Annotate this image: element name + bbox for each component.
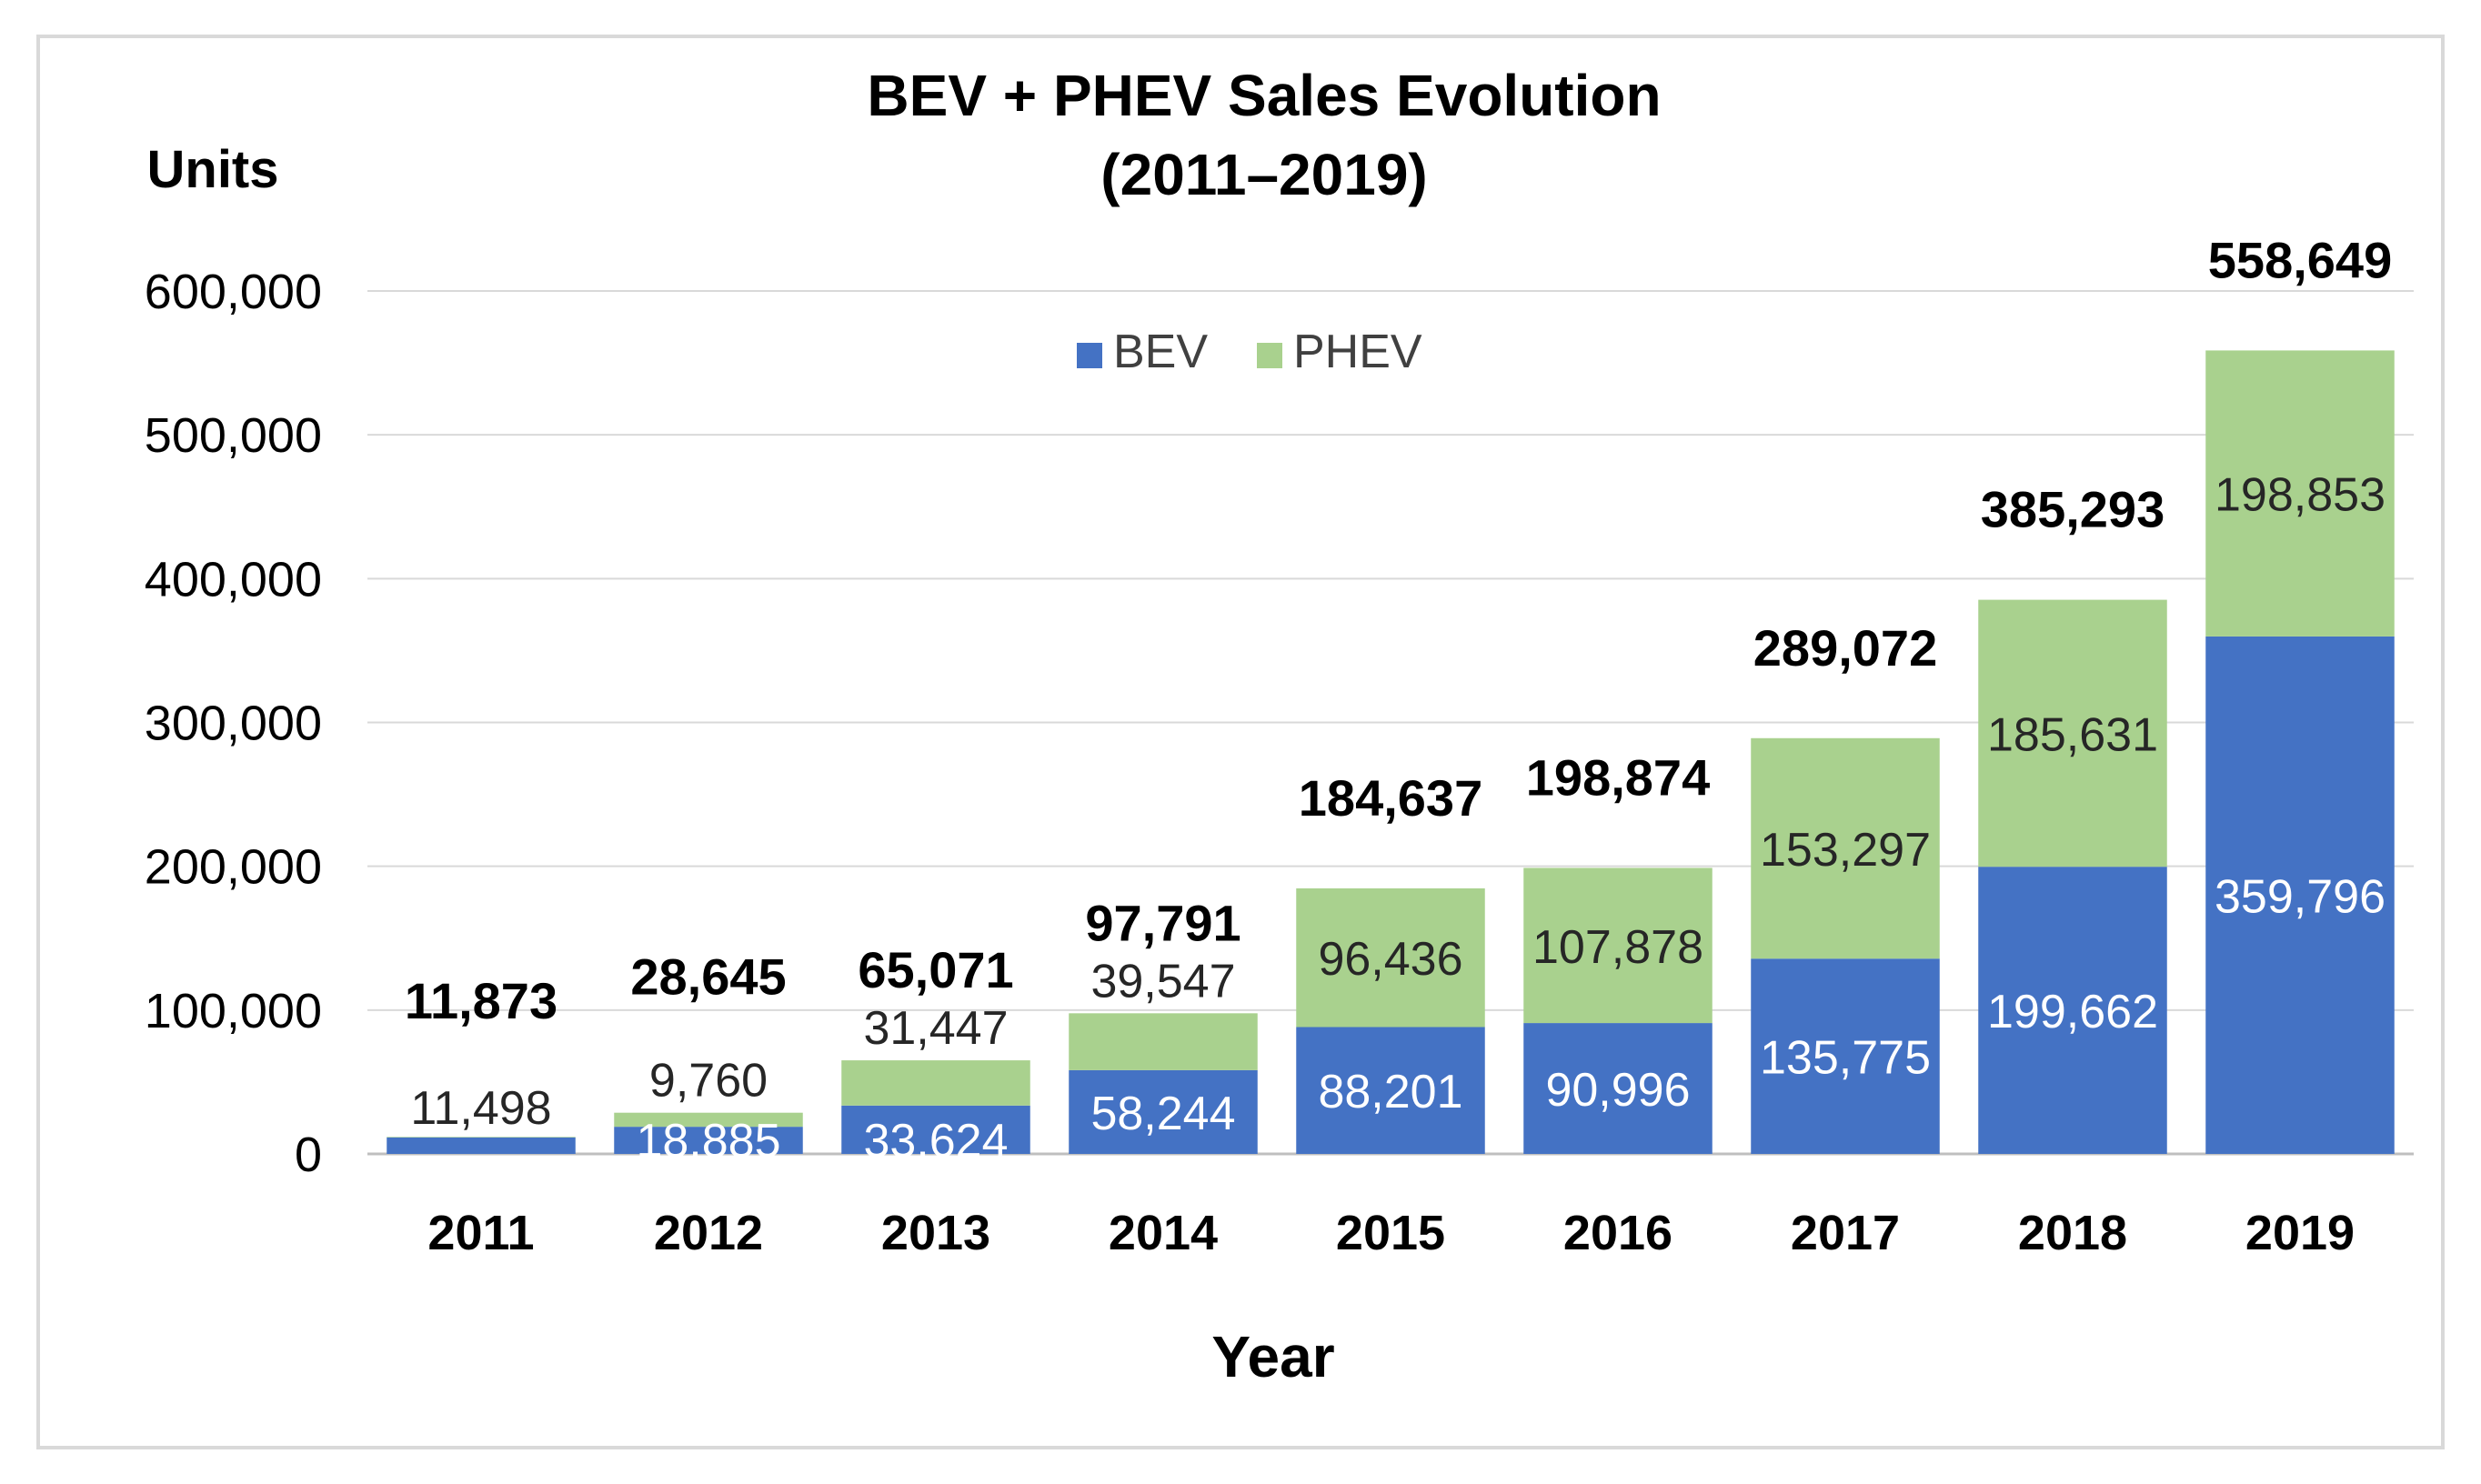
stacked-bar-chart: 0 100,000 200,000 300,000 400,000 500,000 600,…	[145, 63, 2414, 1389]
bar-bev-2019	[2205, 636, 2395, 1154]
y-tick-label: 200,000	[145, 840, 322, 895]
x-axis-title: Year	[1211, 1324, 1334, 1389]
total-label: 289,072	[1753, 619, 1937, 677]
legend-swatch-phev	[1257, 343, 1282, 368]
bar-phev-2012	[614, 1112, 803, 1128]
y-tick-label: 400,000	[145, 552, 322, 607]
value-label-phev: 185,631	[1987, 708, 2158, 761]
bar-bev-2017	[1751, 958, 1940, 1154]
value-label-bev: 88,201	[1318, 1066, 1462, 1118]
value-label-phev: 107,878	[1532, 921, 1703, 974]
bar-phev-2014	[1069, 1013, 1258, 1070]
bar-bev-2015	[1296, 1027, 1485, 1154]
y-tick-label: 0	[295, 1128, 322, 1182]
gridlines: 0 100,000 200,000 300,000 400,000 500,000 600,…	[145, 265, 2414, 1182]
bar-bev-2012	[614, 1127, 803, 1154]
value-label-bev: 359,796	[2215, 870, 2386, 923]
bar-bev-2016	[1523, 1023, 1713, 1154]
total-label: 28,645	[630, 948, 786, 1006]
value-label-phev: 198,853	[2215, 469, 2386, 522]
bar-phev-2015	[1296, 887, 1485, 1028]
total-label: 198,874	[1526, 748, 1710, 806]
value-label-phev: 96,436	[1318, 933, 1462, 986]
total-label: 184,637	[1299, 769, 1482, 827]
bar-phev-2011	[387, 1137, 576, 1138]
y-axis-title: Units	[147, 140, 279, 199]
legend-swatch-bev	[1077, 343, 1102, 368]
y-tick-label: 100,000	[145, 984, 322, 1038]
chart-title-line1: BEV + PHEV Sales Evolution	[867, 63, 1661, 128]
total-label: 558,649	[2208, 231, 2392, 288]
x-tick-label: 2018	[2018, 1206, 2127, 1260]
x-tick-label: 2019	[2245, 1206, 2355, 1260]
x-tick-label: 2013	[881, 1206, 990, 1260]
bar-bev-2013	[841, 1105, 1030, 1154]
value-label-bev: 11,498	[410, 1082, 551, 1135]
chart-title-line2: (2011–2019)	[1100, 142, 1427, 207]
bar-phev-2017	[1751, 737, 1940, 959]
total-label: 11,873	[405, 972, 557, 1029]
bars	[387, 350, 2395, 1154]
x-tick-label: 2017	[1791, 1206, 1900, 1260]
value-label-phev: 31,447	[863, 1002, 1008, 1055]
bar-bev-2014	[1069, 1069, 1258, 1154]
y-tick-label: 300,000	[145, 697, 322, 751]
value-label-bev: 90,996	[1545, 1064, 1690, 1117]
value-label-bev: 199,662	[1987, 986, 2158, 1038]
y-tick-label: 600,000	[145, 265, 322, 319]
x-tick-label: 2011	[427, 1206, 534, 1260]
value-label-phev: 39,547	[1090, 955, 1235, 1008]
bar-bev-2018	[1978, 867, 2167, 1154]
y-tick-label: 500,000	[145, 408, 322, 463]
value-label-phev: 9,760	[649, 1055, 768, 1108]
x-tick-label: 2015	[1336, 1206, 1445, 1260]
data-labels: 2011 11,498 11,873 2012 18,885 9,760 28,645 201…	[405, 231, 2392, 1260]
value-label-bev: 18,885	[636, 1115, 780, 1168]
chart-frame: 0 100,000 200,000 300,000 400,000 500,000 600,…	[36, 35, 2445, 1449]
x-tick-label: 2014	[1109, 1206, 1218, 1260]
total-label: 65,071	[858, 941, 1013, 998]
legend-label-phev: PHEV	[1293, 326, 1422, 378]
value-label-bev: 58,244	[1090, 1088, 1235, 1140]
total-label: 385,293	[1981, 481, 2165, 538]
total-label: 97,791	[1085, 894, 1240, 951]
legend-label-bev: BEV	[1113, 326, 1208, 378]
value-label-bev: 33,624	[863, 1115, 1008, 1168]
value-label-bev: 135,775	[1760, 1032, 1931, 1085]
bar-phev-2016	[1523, 867, 1713, 1024]
bar-phev-2018	[1978, 599, 2167, 867]
bar-phev-2019	[2205, 350, 2395, 637]
x-tick-label: 2016	[1563, 1206, 1672, 1260]
bar-phev-2013	[841, 1060, 1030, 1106]
legend: BEV PHEV	[1077, 326, 1422, 378]
bar-bev-2011	[387, 1137, 576, 1154]
value-label-phev: 153,297	[1760, 824, 1931, 877]
x-tick-label: 2012	[654, 1206, 763, 1260]
